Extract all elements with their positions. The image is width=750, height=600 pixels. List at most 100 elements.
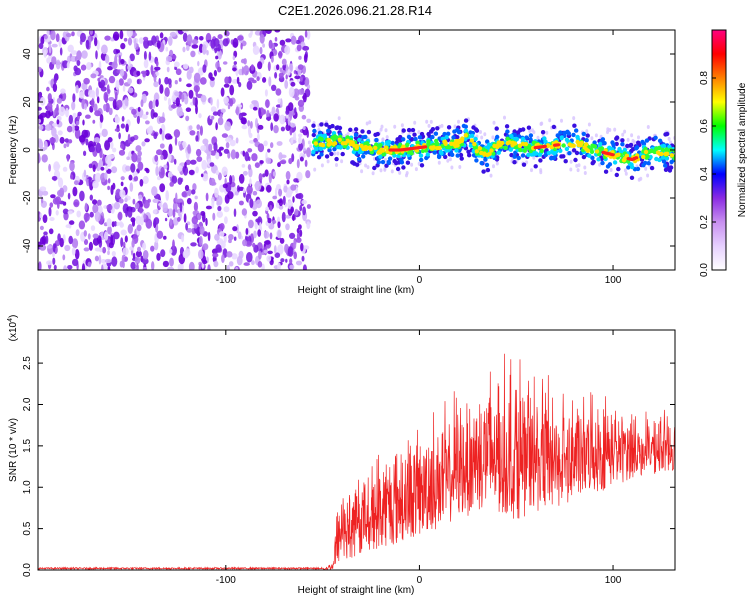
spectrogram-signal-cell — [581, 154, 587, 160]
spectrogram-peak-cell — [542, 144, 547, 148]
spectrogram-signal-cell — [434, 138, 439, 144]
spectrogram-noise-cell — [88, 163, 93, 169]
spectrogram-noise-cell — [83, 212, 90, 222]
spectrogram-noise-cell — [117, 211, 123, 221]
spectrogram-noise-cell — [259, 33, 265, 44]
spectrogram-signal-cell — [413, 136, 418, 142]
spectrogram-signal-cell — [581, 131, 586, 137]
spectrogram-noise-cell — [258, 173, 263, 182]
spectrogram-noise-cell — [69, 220, 75, 225]
spectrogram-noise-cell — [163, 235, 167, 240]
spectrogram-noise-cell — [124, 97, 129, 107]
spectrogram-noise-cell — [138, 37, 144, 44]
spectrogram-noise-cell — [96, 96, 100, 104]
spectrogram-noise-cell — [266, 109, 270, 119]
spectrogram-noise-cell — [304, 78, 309, 86]
spectrogram-noise-cell — [243, 262, 250, 266]
spectrogram-signal-cell — [521, 127, 526, 132]
spectrogram-noise-cell — [199, 235, 203, 247]
spectrogram-signal-cell — [507, 140, 512, 145]
spectrogram-noise-cell — [295, 260, 303, 266]
spectrogram-noise-cell — [175, 192, 178, 203]
spectrogram-noise-cell — [39, 186, 47, 192]
spectrogram-noise-cell — [251, 153, 258, 162]
spectrogram-noise-cell — [213, 69, 217, 77]
spectrogram-noise-cell — [70, 174, 74, 180]
spectrogram-noise-cell — [126, 156, 130, 160]
spectrogram-noise-cell — [287, 116, 291, 126]
spectrogram-noise-cell — [222, 61, 228, 65]
spectrogram-signal-cell — [503, 145, 508, 150]
spectrogram-noise-cell — [279, 237, 285, 244]
spectrogram-noise-cell — [270, 142, 274, 149]
spectrogram-signal-cell — [334, 156, 339, 162]
spectrogram-noise-cell — [300, 242, 304, 252]
spectrogram-noise-cell — [153, 209, 157, 214]
spectrogram-noise-cell — [243, 65, 250, 76]
spectrogram-signal-cell — [573, 157, 578, 163]
spectrogram-noise-cell — [172, 208, 176, 218]
spectrogram-signal-cell — [559, 154, 564, 159]
spectrogram-noise-cell — [102, 153, 106, 164]
spectrogram-noise-cell — [249, 198, 254, 209]
spectrogram-noise-cell — [94, 255, 99, 262]
spectrogram-signal-cell — [551, 124, 557, 130]
spectrogram-noise-cell — [88, 176, 92, 187]
snr-x-tick-label: 100 — [605, 575, 622, 586]
spectrogram-signal-cell — [496, 150, 501, 155]
spectrogram-signal-cell — [524, 145, 529, 150]
snr-y-tick-label: 2.0 — [22, 397, 33, 411]
spectrogram-noise-cell — [229, 98, 234, 107]
spectrogram-noise-cell — [250, 64, 255, 71]
spectrogram-signal-cell — [552, 151, 557, 156]
spectrogram-x-label: Height of straight line (km) — [298, 285, 415, 296]
spectrogram-signal-cell — [419, 157, 424, 163]
spectrogram-noise-cell — [65, 224, 71, 229]
spectrogram-noise-cell — [199, 125, 203, 136]
spectrogram-noise-cell — [43, 34, 48, 40]
spectrogram-noise-cell — [198, 113, 202, 119]
spectrogram-noise-cell — [173, 129, 181, 138]
spectrogram-signal-cell — [663, 151, 668, 157]
spectrogram-signal-cell — [531, 152, 537, 157]
spectrogram-noise-cell — [262, 43, 265, 48]
spectrogram-signal-cell — [329, 151, 334, 157]
spectrogram-noise-cell — [134, 202, 140, 210]
spectrogram-halo-cell — [457, 119, 460, 124]
spectrogram-noise-cell — [298, 224, 302, 230]
spectrogram-signal-cell — [512, 154, 517, 159]
spectrogram-noise-cell — [66, 61, 70, 69]
spectrogram-noise-cell — [46, 102, 53, 111]
spectrogram-noise-cell — [184, 95, 189, 105]
spectrogram-noise-cell — [215, 169, 220, 176]
spectrogram-noise-cell — [263, 109, 266, 115]
spectrogram-signal-cell — [332, 137, 337, 142]
spectrogram-noise-cell — [95, 87, 99, 98]
spectrogram-signal-cell — [340, 151, 345, 157]
spectrogram-noise-cell — [247, 164, 252, 171]
spectrogram-noise-cell — [143, 38, 150, 49]
spectrogram-noise-cell — [112, 31, 120, 41]
spectrogram-noise-cell — [108, 97, 115, 102]
spectrogram-noise-cell — [111, 61, 118, 70]
spectrogram-halo-cell — [307, 140, 311, 145]
spectrogram-noise-cell — [170, 245, 177, 256]
spectrogram-signal-cell — [657, 145, 662, 151]
spectrogram-noise-cell — [235, 151, 240, 159]
spectrogram-noise-cell — [297, 99, 305, 107]
spectrogram-noise-cell — [217, 43, 222, 52]
snr-y-multiplier-base: (x10 — [8, 321, 19, 341]
spectrogram-signal-cell — [504, 124, 510, 129]
spectrogram-noise-cell — [198, 249, 204, 260]
spectrogram-noise-cell — [131, 239, 135, 248]
spectrogram-signal-cell — [614, 136, 619, 141]
spectrogram-signal-cell — [574, 150, 580, 156]
spectrogram-noise-cell — [119, 68, 125, 77]
spectrogram-noise-cell — [158, 78, 161, 85]
spectrogram-signal-cell — [377, 149, 382, 155]
spectrogram-signal-cell — [661, 159, 667, 164]
spectrogram-noise-cell — [193, 72, 201, 84]
spectrogram-signal-cell — [539, 148, 544, 154]
spectrogram-signal-cell — [336, 144, 341, 150]
spectrogram-noise-cell — [233, 236, 237, 241]
